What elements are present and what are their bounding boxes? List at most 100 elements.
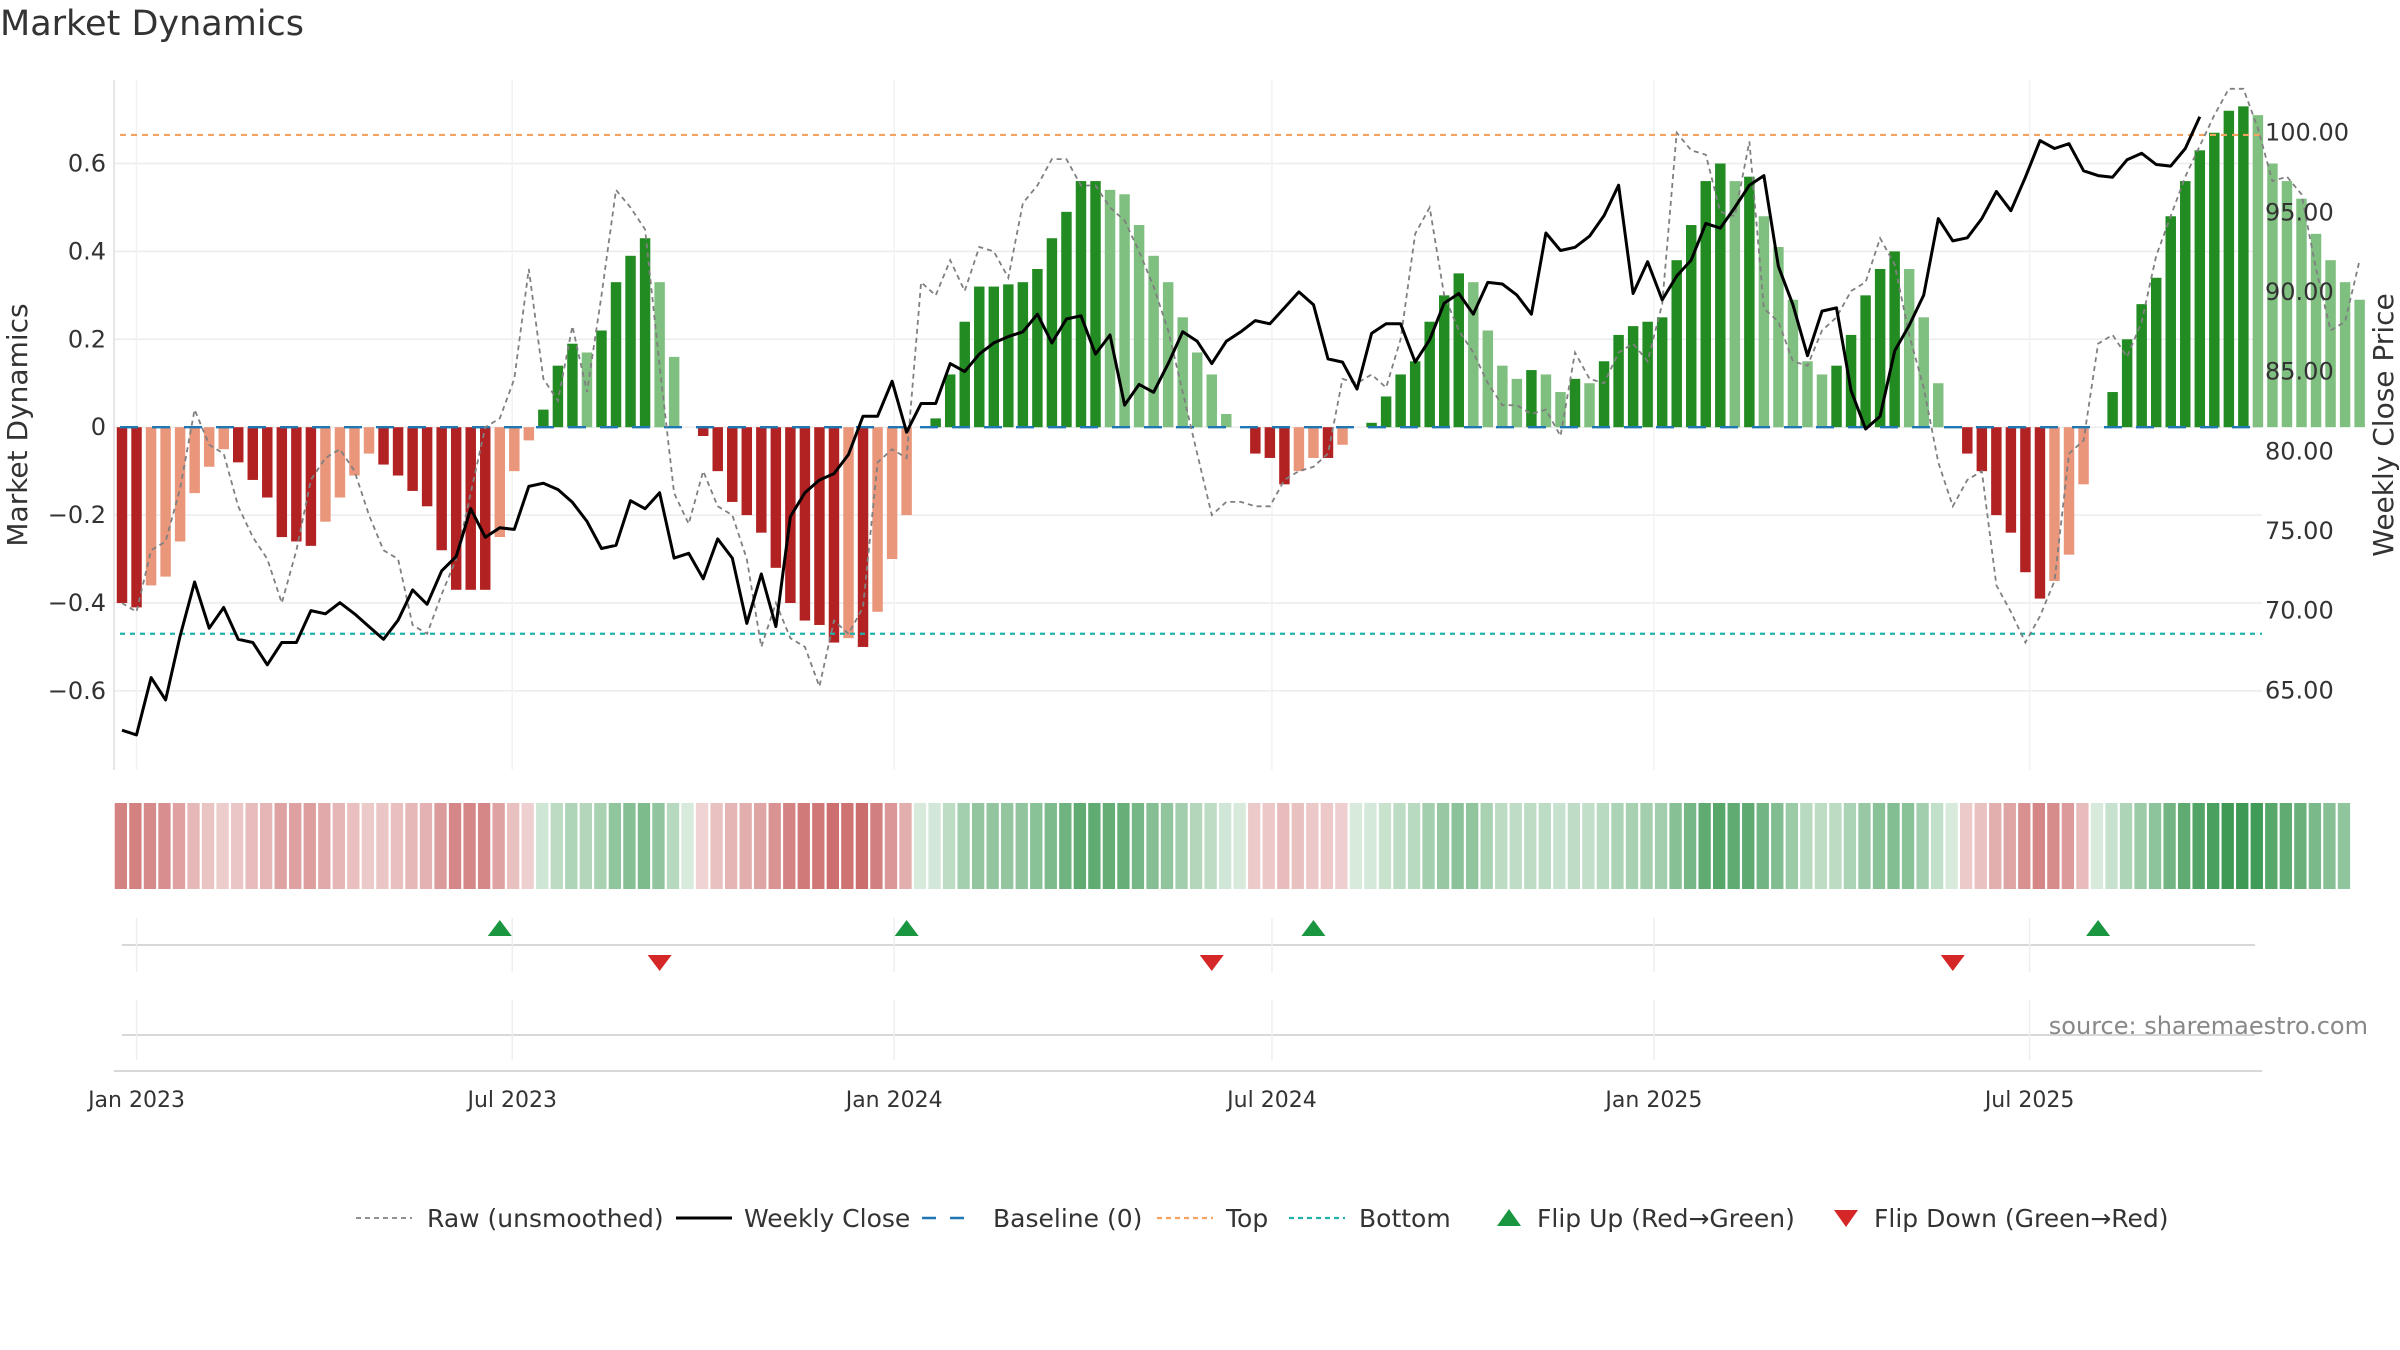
legend-item-baseline[interactable]: Baseline (0): [922, 1204, 1142, 1233]
regime-cell: [2265, 803, 2278, 889]
chart-title: Market Dynamics: [0, 4, 305, 44]
regime-cell: [274, 803, 287, 889]
legend-label: Flip Down (Green→Red): [1874, 1204, 2169, 1233]
regime-cell: [1465, 803, 1479, 889]
regime-cell: [1582, 803, 1595, 889]
dynamics-bar: [567, 343, 578, 428]
legend-item-bottom[interactable]: Bottom: [1289, 1204, 1451, 1233]
dynamics-bar: [610, 282, 622, 428]
y-axis-label-right: Weekly Close Price: [2367, 293, 2400, 556]
dynamics-bar: [1221, 414, 1232, 428]
regime-cell: [1204, 803, 1217, 889]
regime-cell: [1785, 803, 1798, 889]
dynamics-bar: [407, 427, 418, 491]
legend-item-raw[interactable]: Raw (unsmoothed): [356, 1204, 664, 1233]
y-tick-label-right: 90.00: [2265, 278, 2334, 306]
dynamics-bar: [1715, 163, 1726, 428]
dynamics-bar: [1729, 181, 1741, 428]
dynamics-bar: [334, 427, 346, 498]
y-tick-label-right: 65.00: [2265, 676, 2334, 704]
regime-cell: [1131, 803, 1145, 889]
dynamics-bar: [1032, 268, 1043, 428]
dynamics-bar: [378, 427, 389, 465]
dynamics-bar: [1991, 427, 2002, 516]
dynamics-bar: [1787, 299, 1799, 428]
dynamics-bar: [625, 255, 636, 428]
regime-cell: [2163, 803, 2176, 889]
regime-cell: [986, 803, 999, 889]
dynamics-bar: [1831, 365, 1842, 428]
legend-label: Flip Up (Red→Green): [1537, 1204, 1795, 1233]
legend-item-flip-up[interactable]: Flip Up (Red→Green): [1497, 1204, 1795, 1233]
regime-cell: [230, 803, 244, 889]
regime-cell: [695, 803, 709, 889]
dynamics-bar: [2150, 277, 2162, 428]
dynamics-bar: [1453, 273, 1464, 428]
dynamics-bar: [2034, 427, 2046, 599]
legend-item-flip-down[interactable]: Flip Down (Green→Red): [1834, 1204, 2169, 1233]
x-tick-label: Jan 2025: [1603, 1088, 1702, 1113]
dynamics-bar: [712, 427, 723, 472]
dynamics-bar: [1511, 378, 1523, 428]
dynamics-bar: [1918, 317, 1929, 428]
legend-item-close[interactable]: Weekly Close: [676, 1204, 910, 1233]
dynamics-bar: [1133, 225, 1145, 428]
dynamics-bar: [1366, 422, 1377, 428]
dynamics-bar: [1773, 247, 1784, 428]
regime-cell: [899, 803, 912, 889]
dynamics-bar: [1642, 321, 1653, 428]
regime-cell: [608, 803, 622, 889]
regime-cell: [114, 803, 128, 889]
flip-markers-panel: [114, 918, 2262, 1072]
regime-cell: [724, 803, 738, 889]
dynamics-bar: [1816, 374, 1828, 428]
dynamics-bar: [1308, 427, 1319, 458]
regime-cell: [1320, 803, 1334, 889]
regime-cell: [1407, 803, 1421, 889]
regime-cell: [463, 803, 476, 889]
dynamics-bar: [291, 427, 302, 542]
y-tick-label: −0.2: [48, 501, 106, 529]
regime-cell: [971, 803, 985, 889]
regime-cell: [1059, 803, 1072, 889]
dynamics-bar: [1104, 189, 1116, 428]
dynamics-bar: [160, 427, 171, 577]
regime-cell: [2207, 803, 2220, 889]
dynamics-bar: [697, 427, 709, 436]
dynamics-bar: [872, 427, 883, 612]
regime-cell: [1524, 803, 1537, 889]
regime-cell: [2323, 803, 2336, 889]
regime-cell: [507, 803, 520, 889]
regime-cell: [1713, 803, 1726, 889]
regime-cell: [2294, 803, 2307, 889]
regime-cell: [2134, 803, 2147, 889]
dynamics-bar: [189, 427, 200, 494]
regime-cell: [812, 803, 825, 889]
dynamics-bar: [116, 427, 128, 603]
regime-cell: [1073, 803, 1087, 889]
legend[interactable]: Raw (unsmoothed) Weekly Close Baseline (0)…: [356, 1204, 2169, 1233]
legend-item-top[interactable]: Top: [1157, 1204, 1268, 1233]
regime-cell: [1901, 803, 1915, 889]
regime-cell: [1160, 803, 1174, 889]
dynamics-bar: [828, 427, 840, 643]
regime-cell: [1378, 803, 1392, 889]
legend-label: Top: [1225, 1204, 1268, 1233]
dynamics-bar: [2267, 163, 2278, 428]
regime-cell: [1989, 803, 2002, 889]
regime-cell: [594, 803, 607, 889]
dynamics-bar: [639, 238, 651, 428]
y-tick-label: 0.2: [68, 325, 106, 353]
tick-labels: 0.6 0.4 0.2 0 −0.2 −0.4 −0.6 100.00 95.00 90.00 85…: [48, 119, 2349, 1113]
dynamics-bar: [421, 427, 433, 507]
y-tick-label-right: 100.00: [2265, 119, 2349, 147]
regime-cell: [477, 803, 491, 889]
dynamics-bar: [1933, 383, 1944, 428]
dynamics-bar: [944, 374, 956, 428]
regime-cell: [1117, 803, 1130, 889]
dynamics-bar: [2005, 427, 2017, 533]
dynamics-bar: [1046, 238, 1058, 428]
regime-cell: [1669, 803, 1682, 889]
regime-cell: [2308, 803, 2322, 889]
